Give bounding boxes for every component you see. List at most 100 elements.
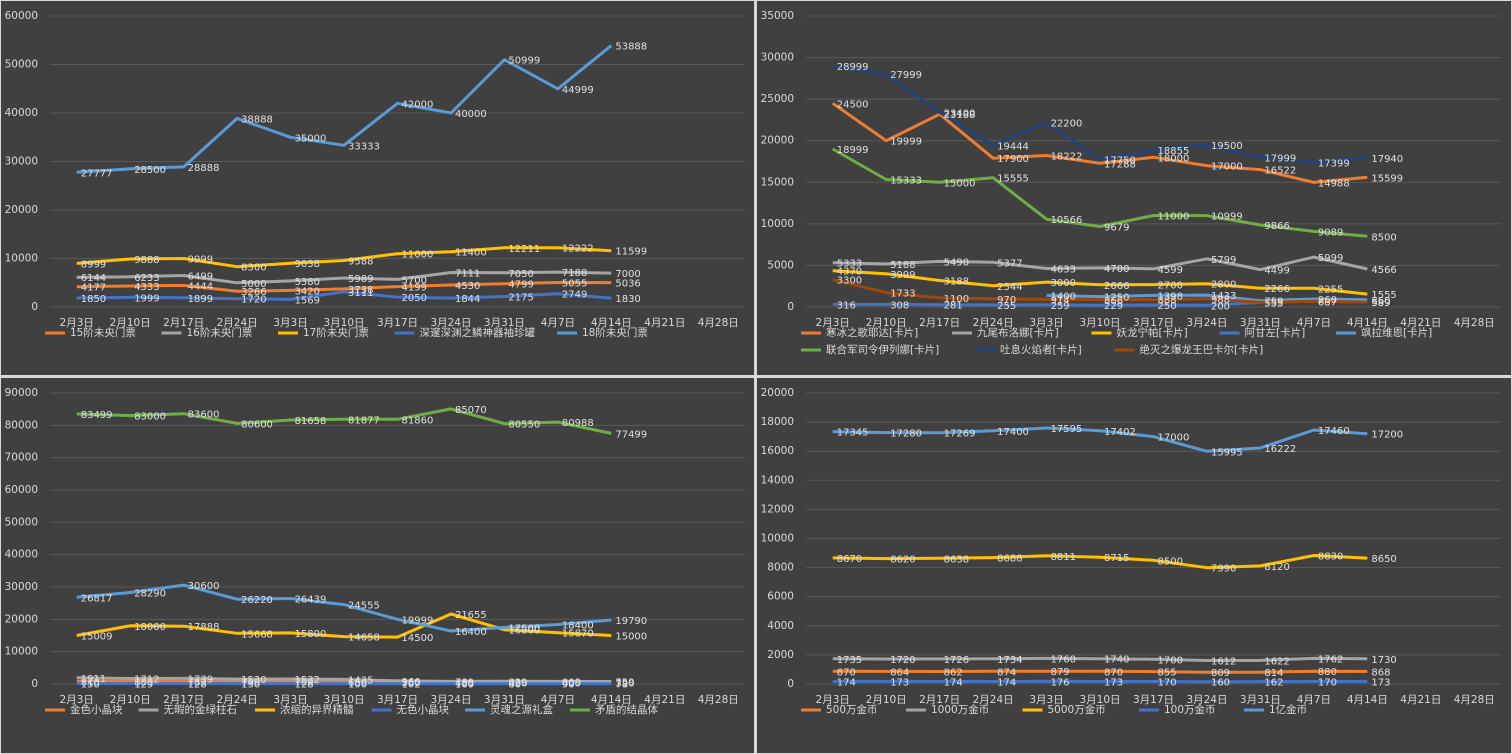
legend-label: 矛盾的结晶体 bbox=[595, 703, 658, 716]
data-label: 17288 bbox=[1104, 159, 1136, 170]
data-label: 7050 bbox=[508, 269, 533, 280]
data-label: 81860 bbox=[402, 415, 434, 426]
data-label: 15555 bbox=[997, 174, 1029, 185]
data-label: 38888 bbox=[241, 114, 273, 125]
y-tick-label: 14000 bbox=[761, 474, 794, 486]
x-tick-label: 4月21日 bbox=[1400, 317, 1441, 329]
series-line bbox=[831, 102, 1368, 184]
data-label: 259 bbox=[1051, 301, 1070, 312]
data-label: 970 bbox=[997, 295, 1016, 306]
data-label: 90 bbox=[562, 680, 575, 691]
x-tick-label: 4月14日 bbox=[1347, 694, 1388, 706]
data-label: 1844 bbox=[455, 294, 480, 305]
x-tick-label: 2月10日 bbox=[866, 694, 907, 706]
data-label: 23188 bbox=[944, 110, 976, 121]
data-label: 1100 bbox=[944, 294, 969, 305]
data-label: 9866 bbox=[1264, 221, 1289, 232]
data-label: 17000 bbox=[1158, 433, 1190, 444]
data-label: 80 bbox=[508, 680, 521, 691]
x-tick-label: 4月21日 bbox=[644, 317, 685, 329]
data-label: 83000 bbox=[134, 412, 166, 423]
data-label: 17400 bbox=[997, 427, 1029, 438]
data-label: 1398 bbox=[1158, 291, 1183, 302]
x-tick-label: 4月28日 bbox=[698, 317, 739, 329]
legend-label: 无色小晶块 bbox=[397, 703, 450, 716]
y-tick-label: 30000 bbox=[5, 156, 38, 168]
data-label: 7990 bbox=[1211, 564, 1236, 575]
data-label: 17345 bbox=[837, 428, 869, 439]
data-label: 7111 bbox=[455, 269, 480, 280]
data-label: 870 bbox=[837, 667, 856, 678]
data-label: 80600 bbox=[241, 419, 273, 430]
data-label: 17280 bbox=[890, 429, 922, 440]
data-label: 8620 bbox=[890, 555, 915, 566]
data-label: 430 bbox=[508, 679, 527, 690]
data-label: 18000 bbox=[134, 622, 166, 633]
data-label: 8500 bbox=[1371, 232, 1396, 243]
data-label: 814 bbox=[1264, 668, 1283, 679]
legend-label: 1000万金币 bbox=[931, 703, 989, 716]
data-label: 3188 bbox=[944, 276, 969, 287]
data-label: 874 bbox=[997, 667, 1016, 678]
data-label: 687 bbox=[1318, 297, 1337, 308]
data-label: 5989 bbox=[348, 274, 373, 285]
data-label: 150 bbox=[81, 680, 100, 691]
x-tick-label: 2月17日 bbox=[163, 317, 204, 329]
data-label: 1735 bbox=[837, 655, 862, 666]
x-tick-label: 2月17日 bbox=[919, 317, 960, 329]
data-label: 855 bbox=[1158, 668, 1177, 679]
legend-label: 深邃深渊之鳞神器袖珍罐 bbox=[420, 326, 536, 339]
y-tick-label: 80000 bbox=[5, 419, 38, 431]
data-label: 4530 bbox=[455, 281, 480, 292]
data-label: 4633 bbox=[1051, 264, 1076, 275]
data-label: 26439 bbox=[295, 595, 327, 606]
x-tick-label: 3月31日 bbox=[484, 694, 525, 706]
data-label: 15870 bbox=[562, 629, 594, 640]
y-tick-label: 10000 bbox=[5, 253, 38, 265]
y-tick-label: 25000 bbox=[761, 93, 794, 105]
series-line bbox=[832, 255, 1368, 272]
y-tick-label: 50000 bbox=[5, 516, 38, 528]
x-tick-label: 3月10日 bbox=[1080, 317, 1121, 329]
data-label: 17000 bbox=[1211, 162, 1243, 173]
data-label: 783 bbox=[188, 677, 207, 688]
data-label: 1400 bbox=[1051, 291, 1076, 302]
data-label: 862 bbox=[944, 667, 963, 678]
y-tick-label: 60000 bbox=[5, 484, 38, 496]
data-label: 162 bbox=[1264, 678, 1283, 689]
data-label: 5999 bbox=[1318, 253, 1343, 264]
data-label: 9679 bbox=[1104, 223, 1129, 234]
data-label: 128 bbox=[188, 680, 207, 691]
data-label: 80550 bbox=[508, 420, 540, 431]
data-label: 17940 bbox=[1371, 154, 1403, 165]
x-tick-label: 2月3日 bbox=[816, 317, 850, 329]
data-label: 128 bbox=[295, 680, 314, 691]
x-tick-label: 3月24日 bbox=[430, 317, 471, 329]
panel bbox=[757, 1, 1511, 375]
data-label: 589 bbox=[1371, 298, 1390, 309]
data-label: 24555 bbox=[348, 601, 380, 612]
data-label: 316 bbox=[837, 300, 856, 311]
legend-label: 联合军司令伊列娜[卡片] bbox=[826, 343, 939, 356]
x-tick-label: 3月10日 bbox=[1080, 694, 1121, 706]
data-label: 829 bbox=[508, 677, 527, 688]
series-line bbox=[832, 554, 1368, 570]
data-label: 1700 bbox=[1158, 655, 1183, 666]
data-label: 5333 bbox=[837, 259, 862, 270]
data-label: 1739 bbox=[188, 674, 213, 685]
data-label: 3000 bbox=[1051, 278, 1076, 289]
x-tick-label: 4月14日 bbox=[591, 694, 632, 706]
legend-label: 绝灭之爆龙王巴卡尔[卡片] bbox=[1140, 343, 1264, 356]
data-label: 28999 bbox=[837, 62, 869, 73]
y-tick-label: 0 bbox=[31, 301, 38, 313]
data-label: 11599 bbox=[615, 247, 647, 258]
x-tick-label: 2月10日 bbox=[110, 694, 151, 706]
data-label: 1760 bbox=[1051, 654, 1076, 665]
series-line bbox=[832, 426, 1368, 453]
x-tick-label: 4月21日 bbox=[644, 694, 685, 706]
data-label: 9089 bbox=[1318, 227, 1343, 238]
y-tick-label: 10000 bbox=[761, 218, 794, 230]
data-label: 17888 bbox=[188, 622, 220, 633]
data-label: 40000 bbox=[455, 109, 487, 120]
data-label: 888 bbox=[1158, 296, 1177, 307]
